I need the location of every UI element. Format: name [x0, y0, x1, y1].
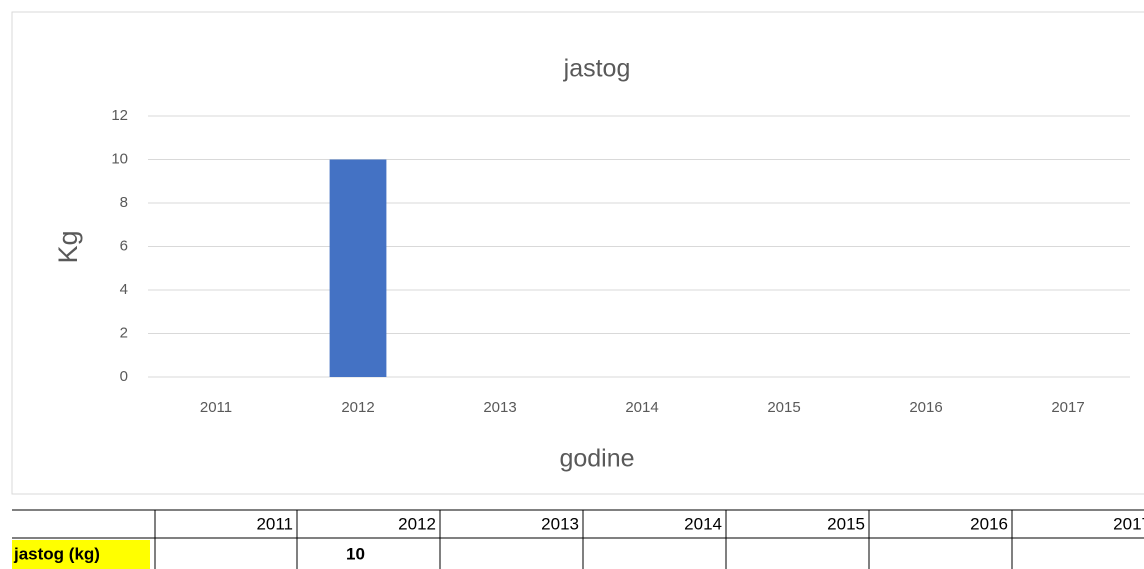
x-tick-label: 2015 [767, 399, 800, 416]
y-tick-label: 8 [120, 194, 128, 211]
table-cell: 10 [346, 544, 365, 563]
x-tick-label: 2013 [483, 399, 516, 416]
chart-frame [11, 11, 1144, 495]
y-tick-label: 4 [120, 281, 128, 298]
y-tick-label: 2 [120, 324, 128, 341]
x-axis-label: godine [559, 445, 634, 473]
table-header: 2015 [827, 514, 865, 533]
y-tick-label: 6 [120, 237, 128, 254]
table-header: 2012 [398, 514, 436, 533]
bar [329, 159, 387, 377]
x-tick-label: 2012 [341, 399, 374, 416]
table-header: 2017 [1113, 514, 1144, 533]
data-table: jastog (kg) [12, 509, 1144, 569]
y-tick-label: 10 [111, 150, 128, 167]
y-tick-label: 12 [111, 107, 128, 124]
x-tick-label: 2011 [200, 399, 232, 416]
table-header: 2014 [684, 514, 722, 533]
x-tick-label: 2016 [909, 399, 942, 416]
y-tick-label: 0 [120, 368, 128, 385]
table-header: 2013 [541, 514, 579, 533]
table-header: 2016 [970, 514, 1008, 533]
row-label: jastog (kg) [13, 544, 100, 563]
chart-title: jastog [563, 55, 631, 83]
x-tick-label: 2017 [1051, 399, 1084, 416]
row-label-bg [12, 540, 150, 569]
x-tick-label: 2014 [625, 399, 658, 416]
table-header: 2011 [256, 514, 293, 533]
y-axis-label: Kg [53, 230, 83, 263]
